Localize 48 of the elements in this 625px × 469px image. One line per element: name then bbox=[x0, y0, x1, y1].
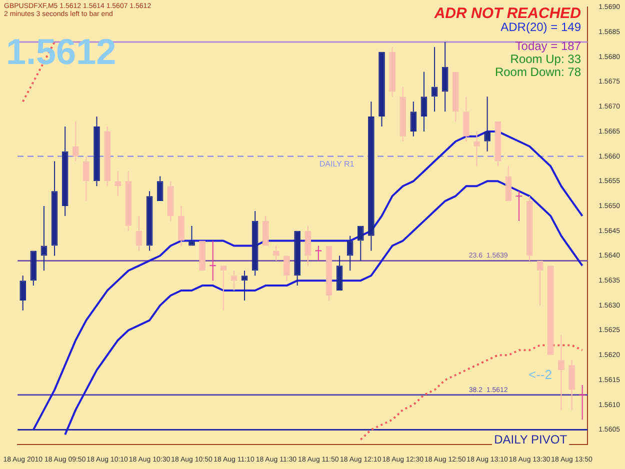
candlestick bbox=[326, 246, 332, 301]
candlestick bbox=[410, 101, 417, 137]
annotation: <--2 bbox=[528, 367, 552, 382]
candlestick bbox=[94, 116, 100, 187]
candlestick bbox=[262, 215, 269, 246]
candlestick bbox=[336, 255, 343, 291]
candlestick bbox=[188, 225, 195, 246]
annotation: ADR NOT REACHED bbox=[434, 5, 581, 22]
candlestick bbox=[30, 250, 37, 286]
candlestick bbox=[357, 226, 364, 262]
candlestick bbox=[368, 101, 374, 252]
candlestick bbox=[146, 190, 153, 252]
candlestick bbox=[62, 126, 68, 216]
candlestick bbox=[104, 126, 110, 187]
candlestick bbox=[125, 170, 132, 232]
candlestick bbox=[51, 160, 58, 256]
candlestick bbox=[505, 166, 512, 202]
candlestick bbox=[284, 256, 290, 282]
candlestick bbox=[515, 190, 523, 222]
annotation: Today = 187 bbox=[515, 39, 581, 53]
annotation: Room Up: 33 bbox=[510, 52, 581, 66]
candlestick bbox=[389, 46, 396, 98]
candlestick bbox=[314, 245, 322, 262]
candlestick bbox=[252, 210, 258, 276]
candlestick bbox=[83, 156, 90, 202]
ref-line-label: DAILY R1 bbox=[319, 159, 355, 168]
annotation: 1.5612 bbox=[6, 31, 116, 72]
candlestick bbox=[463, 96, 470, 142]
ref-line-label: DAILY PIVOT bbox=[494, 432, 568, 447]
candlestick bbox=[420, 71, 428, 132]
annotation: ADR(20) = 149 bbox=[500, 20, 581, 34]
candlestick bbox=[304, 225, 312, 266]
candlestick bbox=[209, 240, 217, 282]
candlestick bbox=[167, 180, 174, 222]
candlestick bbox=[136, 215, 142, 252]
candlestick bbox=[442, 41, 448, 112]
candlestick bbox=[241, 270, 248, 301]
candlestick bbox=[568, 360, 575, 410]
candlestick bbox=[346, 235, 354, 272]
candlestick bbox=[494, 122, 502, 167]
candlestick bbox=[431, 46, 438, 112]
candlestick bbox=[578, 384, 586, 420]
candlestick bbox=[156, 176, 164, 202]
candlestick bbox=[526, 196, 533, 262]
candlestick bbox=[400, 86, 406, 142]
candlestick bbox=[178, 206, 184, 246]
candlestick bbox=[20, 275, 26, 311]
annotation: Room Down: 78 bbox=[494, 65, 581, 79]
